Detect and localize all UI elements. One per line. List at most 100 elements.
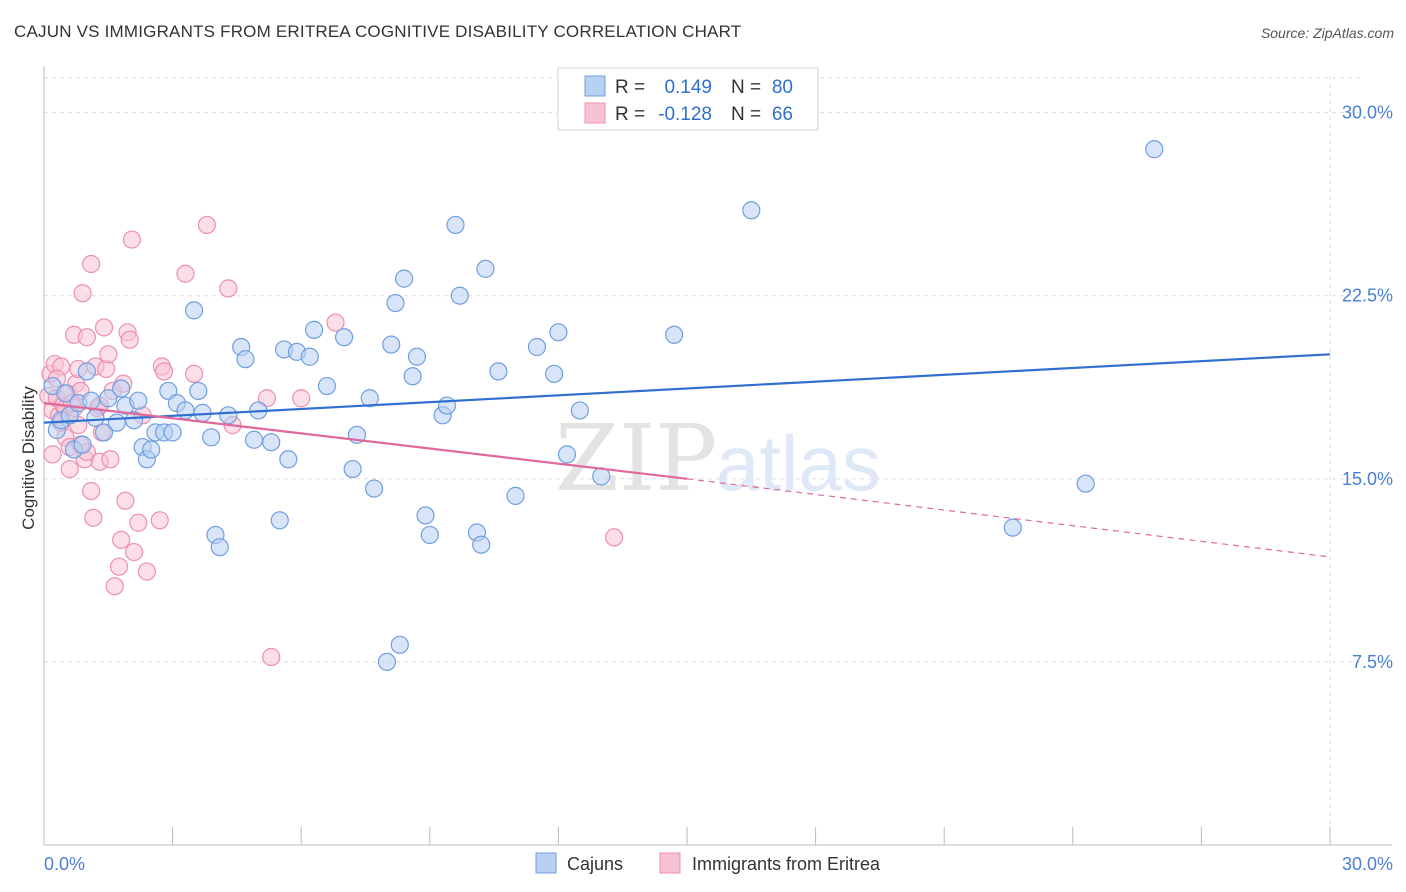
cajuns-point-13 <box>107 413 126 432</box>
legend-n-label-cajuns: N = <box>731 77 761 98</box>
cajuns-point-63 <box>450 286 469 305</box>
cajuns-point-3 <box>56 384 75 403</box>
cajuns-point-79 <box>1145 140 1164 159</box>
cajuns-point-69 <box>527 337 547 357</box>
y-tick-label-0: 7.5% <box>1352 652 1393 672</box>
cajuns-point-72 <box>557 445 577 464</box>
eritrea-point-54 <box>219 279 238 298</box>
legend-n-value-cajuns: 80 <box>772 77 793 98</box>
cajuns-point-78 <box>1003 518 1022 537</box>
eritrea-point-3 <box>43 445 62 464</box>
cajuns-point-17 <box>129 391 148 410</box>
cajuns-point-70 <box>545 364 564 383</box>
cajuns-point-68 <box>506 486 525 505</box>
y-tick-label-3: 30.0% <box>1342 103 1393 123</box>
eritrea-point-42 <box>120 330 139 349</box>
cajuns-point-46 <box>334 328 354 347</box>
cajuns-point-56 <box>403 367 422 386</box>
cajuns-point-7 <box>73 435 92 454</box>
bottom-legend-swatch-eritrea <box>659 852 681 874</box>
top-legend: R = 0.149 N = 80 R = -0.128 N = 66 <box>557 67 819 131</box>
legend-r-label-cajuns: R = <box>615 77 645 98</box>
legend-swatch-eritrea <box>584 102 606 124</box>
eritrea-point-24 <box>82 254 101 274</box>
eritrea-point-48 <box>150 511 169 530</box>
legend-n-label-eritrea: N = <box>731 104 761 125</box>
eritrea-point-13 <box>60 459 79 479</box>
cajuns-point-57 <box>407 347 427 366</box>
cajuns-point-52 <box>382 335 401 354</box>
cajuns-point-30 <box>202 428 221 447</box>
cajuns-point-24 <box>163 423 182 442</box>
cajuns-point-33 <box>219 406 238 425</box>
eritrea-point-43 <box>122 230 141 249</box>
legend-r-label-eritrea: R = <box>615 104 645 125</box>
cajuns-point-8 <box>77 362 96 381</box>
cajuns-point-14 <box>112 379 131 398</box>
bottom-legend-swatch-cajuns <box>535 852 557 874</box>
cajuns-point-75 <box>665 325 684 344</box>
eritrea-point-33 <box>99 345 118 364</box>
cajuns-point-32 <box>210 538 229 557</box>
legend-r-value-eritrea: -0.128 <box>658 104 712 125</box>
y-axis-label: Cognitive Disability <box>19 386 38 530</box>
watermark: ZIP atlas <box>555 405 881 512</box>
cajuns-point-58 <box>416 506 435 525</box>
source-credit: Source: ZipAtlas.com <box>1260 25 1394 41</box>
eritrea-point-36 <box>105 577 124 596</box>
eritrea-point-40 <box>116 491 135 510</box>
series-eritrea-points <box>39 215 624 667</box>
cajuns-point-36 <box>244 430 264 449</box>
watermark-zip: ZIP <box>555 405 717 512</box>
cajuns-point-44 <box>304 320 324 339</box>
cajuns-point-73 <box>570 401 589 420</box>
y-tick-label-1: 15.0% <box>1342 469 1393 489</box>
cajuns-point-55 <box>394 269 414 288</box>
cajuns-point-20 <box>142 440 161 459</box>
eritrea-point-59 <box>326 313 345 332</box>
cajuns-point-76 <box>742 201 761 220</box>
trend-line-0 <box>43 353 1331 424</box>
cajuns-point-11 <box>94 423 114 442</box>
eritrea-point-45 <box>129 513 148 532</box>
cajuns-point-35 <box>236 350 255 369</box>
eritrea-point-60 <box>605 528 624 547</box>
eritrea-point-26 <box>84 508 103 527</box>
cajuns-point-61 <box>437 396 457 415</box>
chart-title: CAJUN VS IMMIGRANTS FROM ERITREA COGNITI… <box>14 22 742 41</box>
x-tick-label-1: 30.0% <box>1342 854 1393 874</box>
legend-r-value-cajuns: 0.149 <box>664 77 712 98</box>
legend-n-value-eritrea: 66 <box>772 104 793 125</box>
trend-lines <box>43 353 1331 558</box>
cajuns-point-41 <box>279 450 298 469</box>
bottom-legend-label-eritrea: Immigrants from Eritrea <box>692 854 881 874</box>
cajuns-point-27 <box>184 301 204 320</box>
series-cajuns-points <box>43 140 1164 672</box>
eritrea-point-22 <box>77 328 96 347</box>
cajuns-point-62 <box>446 215 465 235</box>
cajuns-point-45 <box>317 376 337 396</box>
cajuns-point-59 <box>420 525 439 545</box>
cajuns-point-43 <box>300 347 319 366</box>
eritrea-point-37 <box>109 557 129 576</box>
eritrea-point-20 <box>73 284 92 303</box>
trend-line-1 <box>43 402 688 480</box>
eritrea-point-34 <box>101 450 120 469</box>
eritrea-point-25 <box>82 481 101 501</box>
eritrea-point-44 <box>124 542 144 562</box>
cajuns-point-49 <box>360 389 379 408</box>
bottom-legend-label-cajuns: Cajuns <box>567 854 623 874</box>
eritrea-point-50 <box>154 362 174 381</box>
cajuns-point-66 <box>476 259 495 278</box>
cajuns-point-51 <box>377 652 397 672</box>
cajuns-point-77 <box>1076 474 1095 493</box>
eritrea-point-31 <box>94 318 114 337</box>
cajuns-point-50 <box>364 479 384 498</box>
eritrea-point-57 <box>262 647 281 667</box>
cajuns-point-54 <box>390 635 409 654</box>
x-tick-label-0: 0.0% <box>44 854 85 874</box>
cajuns-point-28 <box>189 381 208 401</box>
eritrea-point-58 <box>292 389 311 408</box>
cajuns-point-12 <box>99 389 118 408</box>
